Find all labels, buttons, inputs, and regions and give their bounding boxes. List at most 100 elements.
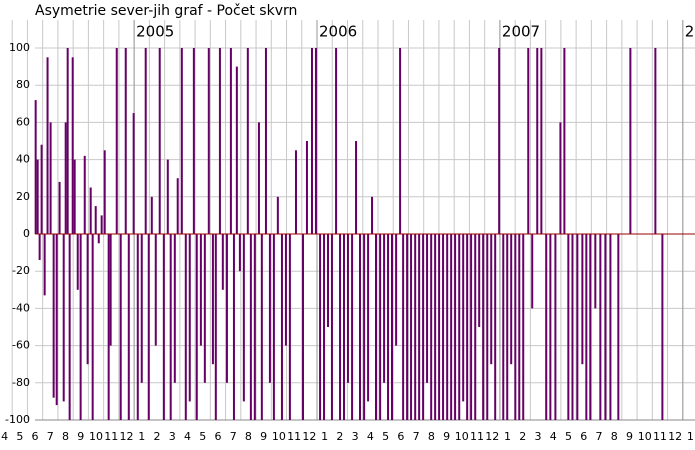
y-tick-label: 40 xyxy=(16,153,30,166)
bar xyxy=(367,234,370,402)
bar xyxy=(43,234,46,296)
bar xyxy=(166,159,169,234)
bar xyxy=(147,234,150,420)
bar xyxy=(169,234,172,420)
y-tick-label: 60 xyxy=(16,115,30,128)
bar xyxy=(257,122,260,234)
bar xyxy=(462,234,465,402)
x-tick-label: 5 xyxy=(565,430,572,443)
bar xyxy=(109,234,112,346)
bar xyxy=(571,234,574,420)
bar xyxy=(62,234,65,402)
year-label: 2007 xyxy=(502,23,540,41)
bar xyxy=(510,234,513,365)
bar xyxy=(119,234,122,420)
bar xyxy=(498,48,501,234)
bar xyxy=(567,234,570,420)
x-tick-label: 5 xyxy=(382,430,389,443)
bar xyxy=(305,141,308,234)
bar xyxy=(73,159,76,234)
x-tick-label: 2 xyxy=(336,430,343,443)
bar xyxy=(458,234,461,420)
bar xyxy=(609,234,612,420)
x-tick-label: 1 xyxy=(687,430,694,443)
bar xyxy=(195,234,198,420)
bar xyxy=(399,48,402,234)
bar xyxy=(576,234,579,420)
x-tick-label: 8 xyxy=(62,430,69,443)
bar xyxy=(132,113,135,234)
bar xyxy=(604,234,607,420)
bar xyxy=(514,234,517,420)
bar xyxy=(229,48,232,234)
x-tick-label: 4 xyxy=(367,430,374,443)
bar xyxy=(52,234,55,398)
bar xyxy=(506,234,509,420)
bar xyxy=(438,234,441,420)
bar xyxy=(49,122,52,234)
bar xyxy=(342,234,345,420)
bar xyxy=(527,48,530,234)
x-tick-label: 10 xyxy=(455,430,469,443)
bar xyxy=(450,234,453,420)
x-tick-label: 4 xyxy=(1,430,8,443)
bar xyxy=(434,234,437,420)
bar xyxy=(314,48,317,234)
bar xyxy=(474,234,477,420)
bar xyxy=(184,234,187,420)
y-tick-label: -100 xyxy=(5,413,30,426)
bar xyxy=(238,234,241,272)
bar xyxy=(150,196,153,234)
x-tick-label: 6 xyxy=(397,430,404,443)
x-tick-label: 9 xyxy=(260,430,267,443)
bar xyxy=(58,181,61,234)
year-label: 2006 xyxy=(319,23,357,41)
y-tick-label: 0 xyxy=(23,227,30,240)
x-tick-label: 7 xyxy=(595,430,602,443)
x-tick-label: 10 xyxy=(89,430,103,443)
bar xyxy=(288,234,291,420)
x-tick-label: 12 xyxy=(668,430,682,443)
bar xyxy=(180,48,183,234)
bar xyxy=(346,234,349,383)
bar xyxy=(470,234,473,420)
y-tick-label: 100 xyxy=(9,41,30,54)
y-tick-label: 80 xyxy=(16,78,30,91)
x-tick-label: 5 xyxy=(199,430,206,443)
bar xyxy=(545,234,548,420)
x-tick-label: 1 xyxy=(321,430,328,443)
bar xyxy=(446,234,449,420)
bar xyxy=(249,234,252,420)
bar xyxy=(490,234,493,365)
bar xyxy=(410,234,413,420)
bar xyxy=(531,234,534,309)
bar xyxy=(339,234,342,420)
bar xyxy=(207,48,210,234)
bar xyxy=(89,187,92,234)
bar xyxy=(40,144,43,234)
bar xyxy=(140,234,143,383)
bar xyxy=(418,234,421,420)
bar xyxy=(518,234,521,420)
bar xyxy=(486,234,489,420)
y-tick-label: -20 xyxy=(12,264,30,277)
bar xyxy=(387,234,390,420)
bar xyxy=(36,159,39,234)
x-tick-label: 1 xyxy=(138,430,145,443)
bar xyxy=(188,234,191,402)
bar xyxy=(136,234,139,420)
x-tick-label: 4 xyxy=(550,430,557,443)
bar xyxy=(406,234,409,420)
x-tick-label: 2 xyxy=(519,430,526,443)
x-tick-label: 6 xyxy=(580,430,587,443)
x-tick-label: 4 xyxy=(184,430,191,443)
x-tick-label: 9 xyxy=(77,430,84,443)
bar xyxy=(414,234,417,420)
bar xyxy=(246,48,249,234)
bar xyxy=(310,48,313,234)
bar xyxy=(426,234,429,383)
x-tick-label: 7 xyxy=(413,430,420,443)
bar xyxy=(127,234,130,420)
bar xyxy=(589,234,592,420)
